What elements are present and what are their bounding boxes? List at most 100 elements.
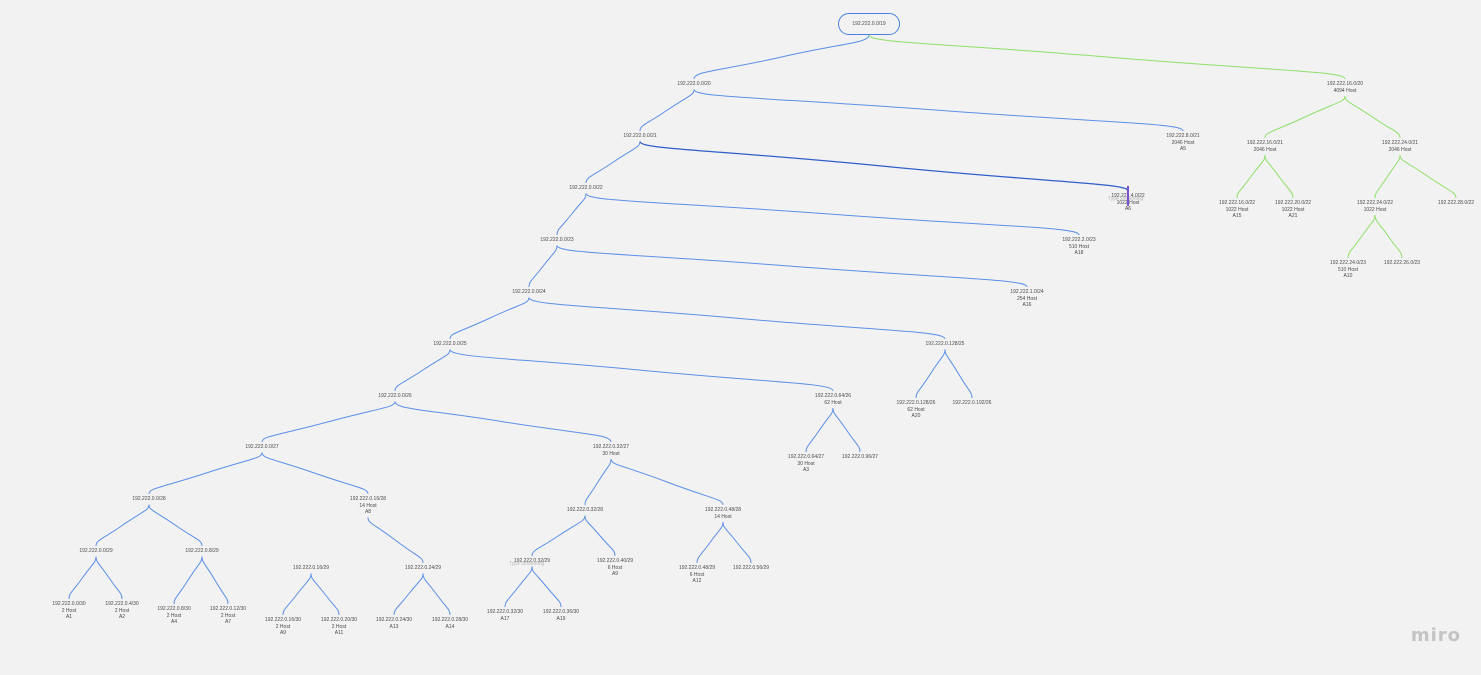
subnet-node-n20b[interactable]: 192.222.16.0/20 4094 Host (1327, 81, 1363, 94)
subnet-detail: A9 (279, 630, 287, 636)
subnet-address: 192.222.0.0/29 (79, 548, 113, 554)
subnet-node-n29f[interactable]: 192.222.0.40/29 6 Host A9 (597, 558, 633, 578)
subnet-node-n22a[interactable]: 192.222.0.0/22 (569, 185, 602, 192)
subnet-node-n26c[interactable]: 192.222.0.128/26 62 Host A20 (897, 400, 936, 420)
subnet-node-n28d[interactable]: 192.222.0.48/28 14 Host (705, 507, 741, 520)
subnet-node-n30i[interactable]: 192.222.0.32/30 A17 (487, 609, 523, 622)
subnet-node-n28c[interactable]: 192.222.0.32/28 (567, 507, 603, 514)
subnet-node-n22c[interactable]: 192.222.16.0/22 1022 Host A15 (1219, 200, 1255, 220)
connector-n28c-n29f (584, 515, 616, 557)
subnet-node-n21c[interactable]: 192.222.16.0/21 2046 Host (1247, 140, 1283, 153)
subnet-detail: A6 (1124, 206, 1132, 212)
subnet-node-n23a[interactable]: 192.222.0.0/23 (540, 237, 573, 244)
subnet-node-n27b[interactable]: 192.222.0.32/27 30 Host (593, 444, 629, 457)
subnet-node-n29d[interactable]: 192.222.0.24/29 (405, 565, 441, 572)
subnet-node-n29e[interactable]: 192.222.0.32/29 (514, 558, 550, 565)
subnet-node-n27a[interactable]: 192.222.0.0/27 (245, 444, 278, 451)
subnet-node-n30a[interactable]: 192.222.0.0/30 2 Host A1 (52, 601, 85, 621)
subnet-node-n22f[interactable]: 192.222.28.0/22 (1438, 200, 1474, 207)
connector-n28c-n29e (531, 515, 586, 557)
subnet-node-n25a[interactable]: 192.222.0.0/25 (433, 341, 466, 348)
connector-n25a-n26a (394, 349, 451, 392)
subnet-node-n24b[interactable]: 192.222.1.0/24 254 Host A16 (1010, 289, 1043, 309)
subnet-node-n30b[interactable]: 192.222.0.4/30 2 Host A2 (105, 601, 138, 621)
connector-n26a-n27b (394, 401, 612, 443)
subnet-address: 192.222.0.0/28 (132, 496, 166, 502)
subnet-detail: 14 Host (714, 513, 732, 520)
text-cursor (1127, 186, 1129, 206)
subnet-node-n29c[interactable]: 192.222.0.16/29 (293, 565, 329, 572)
subnet-node-n30j[interactable]: 192.222.0.36/30 A19 (543, 609, 579, 622)
subnet-node-n23b[interactable]: 192.222.2.0/23 510 Host A18 (1062, 237, 1095, 257)
subnet-node-n30f[interactable]: 192.222.0.20/30 2 Host A11 (321, 617, 357, 637)
subnet-detail: A12 (692, 578, 702, 584)
subnet-node-n26a[interactable]: 192.222.0.0/26 (378, 393, 411, 400)
subnet-node-n29a[interactable]: 192.222.0.0/29 (79, 548, 112, 555)
subnet-node-n30g[interactable]: 192.222.0.24/30 A13 (376, 617, 412, 630)
subnet-node-n30d[interactable]: 192.222.0.12/30 2 Host A7 (210, 606, 246, 626)
subnet-node-n25b[interactable]: 192.222.0.128/25 (926, 341, 965, 348)
subnet-detail: A18 (1074, 250, 1084, 256)
subnet-detail: A10 (1343, 273, 1353, 279)
connector-n22e-n23c (1347, 214, 1376, 259)
subnet-detail: 2 Host (61, 607, 77, 614)
subnet-detail: 6 Host (689, 571, 705, 578)
subnet-node-n27c[interactable]: 192.222.0.64/27 30 Host A3 (788, 454, 824, 474)
subnet-node-n23d[interactable]: 192.222.26.0/23 (1384, 260, 1420, 267)
subnet-node-n28a[interactable]: 192.222.0.0/28 (132, 496, 165, 503)
connector-n22a-n23a (556, 193, 587, 236)
subnet-node-n24a[interactable]: 192.222.0.0/24 (512, 289, 545, 296)
subnet-address: 192.222.0.0/30 (52, 601, 86, 607)
subnet-node-n26b[interactable]: 192.222.0.64/26 62 Host (815, 393, 851, 406)
subnet-detail: A1 (65, 614, 73, 620)
subnet-detail: 30 Host (602, 450, 620, 457)
connector-n27a-n28b (261, 452, 369, 495)
root-node-label: 192.222.0.0/19 (852, 21, 886, 27)
subnet-node-n28b[interactable]: 192.222.0.16/28 14 Host A8 (350, 496, 386, 516)
subnet-address: 192.222.0.16/28 (349, 496, 387, 502)
connector-n27a-n28a (148, 452, 263, 495)
subnet-detail: 2 Host (114, 607, 130, 614)
connector-n29d-n30g (393, 573, 424, 616)
subnet-detail: A19 (556, 615, 566, 622)
connector-n26b-n27c (805, 407, 834, 453)
subnet-detail: A13 (389, 623, 399, 630)
subnet-address: 192.222.16.0/22 (1218, 200, 1256, 206)
subnet-node-n29h[interactable]: 192.222.0.56/29 (733, 565, 769, 572)
connector-n24a-n25b (528, 297, 946, 340)
subnet-node-n20a[interactable]: 192.222.0.0/20 (677, 81, 710, 88)
subnet-detail: 2 Host (166, 612, 182, 619)
subnet-address: 192.222.0.0/22 (569, 185, 603, 191)
subnet-node-n21b[interactable]: 192.222.8.0/21 2046 Host A5 (1166, 133, 1199, 153)
subnet-node-n30c[interactable]: 192.222.0.8/30 2 Host A4 (157, 606, 190, 626)
subnet-address: 192.222.0.36/30 (542, 609, 580, 615)
connector-n29c-n30f (310, 573, 340, 616)
subnet-node-n21a[interactable]: 192.222.0.0/21 (623, 133, 656, 140)
subnet-address: 192.222.0.48/29 (678, 565, 716, 571)
connector-n29a-n30a (68, 556, 97, 600)
subnet-address: 192.222.0.56/29 (732, 565, 770, 571)
subnet-node-n30h[interactable]: 192.222.0.28/30 A14 (432, 617, 468, 630)
subnet-address: 192.222.16.0/21 (1246, 140, 1284, 146)
subnet-node-n30e[interactable]: 192.222.0.16/30 2 Host A9 (265, 617, 301, 637)
subnet-node-n27d[interactable]: 192.222.0.96/27 (842, 454, 878, 461)
subnet-node-n23c[interactable]: 192.222.24.0/23 510 Host A10 (1330, 260, 1366, 280)
subnet-address: 192.222.0.32/29 (513, 558, 551, 564)
connector-n25a-n26b (449, 349, 834, 392)
subnet-node-n21d[interactable]: 192.222.24.0/21 2046 Host (1382, 140, 1418, 153)
miro-logo: miro (1410, 625, 1461, 646)
subnet-address: 192.222.0.12/30 (209, 606, 247, 612)
subnet-address: 192.222.0.8/30 (157, 606, 191, 612)
subnet-detail: A16 (1022, 302, 1032, 308)
subnet-address: 192.222.0.0/21 (623, 133, 657, 139)
connector-n21d-n22e (1374, 154, 1401, 199)
subnet-detail: 62 Host (824, 399, 842, 406)
root-node-box[interactable] (838, 13, 900, 35)
subnet-node-n29g[interactable]: 192.222.0.48/29 6 Host A12 (679, 565, 715, 585)
connector-n28d-n29h (722, 521, 752, 564)
subnet-address: 192.222.0.128/25 (925, 341, 965, 347)
subnet-node-n22d[interactable]: 192.222.20.0/22 1022 Host A21 (1275, 200, 1311, 220)
subnet-node-n26d[interactable]: 192.222.0.192/26 (953, 400, 992, 407)
subnet-node-n22e[interactable]: 192.222.24.0/22 1022 Host (1357, 200, 1393, 213)
subnet-node-n29b[interactable]: 192.222.0.8/29 (185, 548, 218, 555)
